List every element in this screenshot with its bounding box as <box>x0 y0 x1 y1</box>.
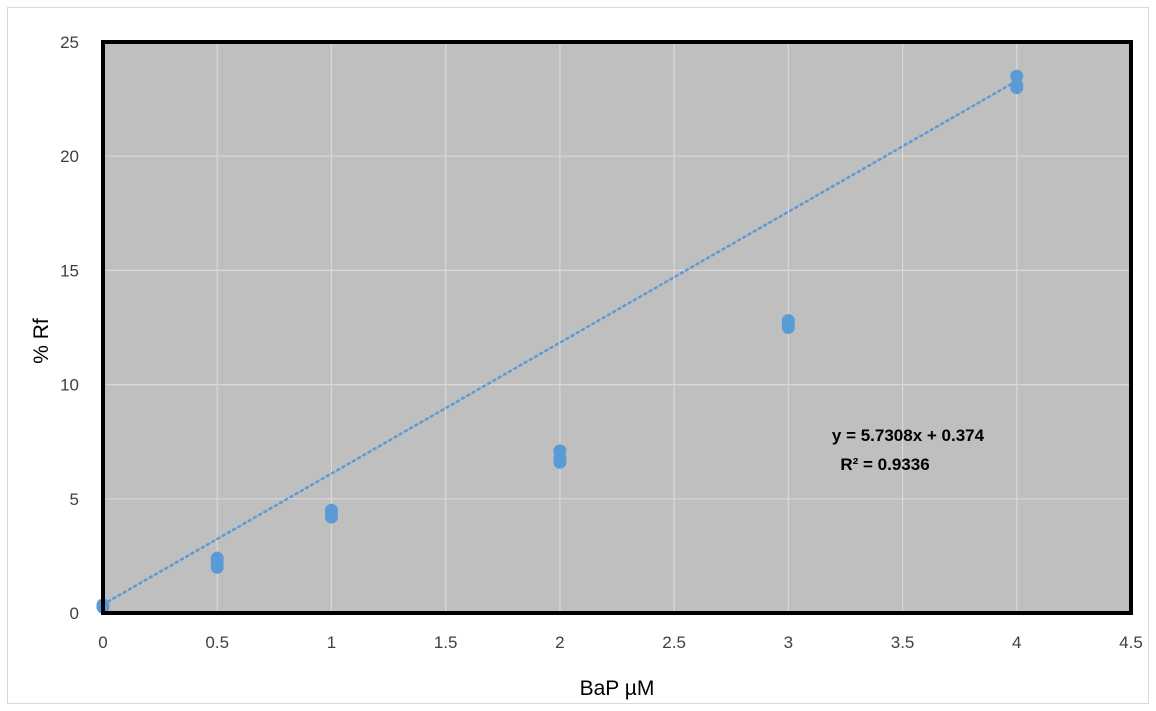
trendline-r-squared: R² = 0.9336 <box>840 455 929 474</box>
chart-area-border <box>7 7 1149 704</box>
y-tick-label: 10 <box>60 376 79 395</box>
x-tick-label: 1 <box>327 633 336 652</box>
y-tick-label: 0 <box>70 604 79 623</box>
x-tick-label: 1.5 <box>434 633 458 652</box>
x-axis-title: BaP µM <box>580 677 655 700</box>
trendline-equation: y = 5.7308x + 0.374 <box>832 426 985 445</box>
x-tick-label: 2 <box>555 633 564 652</box>
x-tick-label: 2.5 <box>662 633 686 652</box>
x-tick-label: 3 <box>784 633 793 652</box>
y-axis-title: % Rf <box>30 318 53 364</box>
data-point <box>553 444 567 458</box>
data-point <box>1010 69 1024 83</box>
x-tick-label: 4 <box>1012 633 1021 652</box>
y-tick-label: 5 <box>70 490 79 509</box>
y-tick-label: 20 <box>60 147 79 166</box>
x-tick-label: 0.5 <box>205 633 229 652</box>
data-point <box>781 314 795 328</box>
data-point <box>1010 78 1024 92</box>
plot-area-border <box>101 40 1133 615</box>
y-tick-label: 25 <box>60 33 79 52</box>
data-point <box>210 551 224 565</box>
linear-trendline <box>101 79 1019 606</box>
x-tick-label: 3.5 <box>891 633 915 652</box>
plot-area <box>103 42 1131 613</box>
y-tick-label: 15 <box>60 261 79 280</box>
x-tick-label: 4.5 <box>1119 633 1143 652</box>
data-point <box>324 503 338 517</box>
x-tick-label: 0 <box>98 633 107 652</box>
